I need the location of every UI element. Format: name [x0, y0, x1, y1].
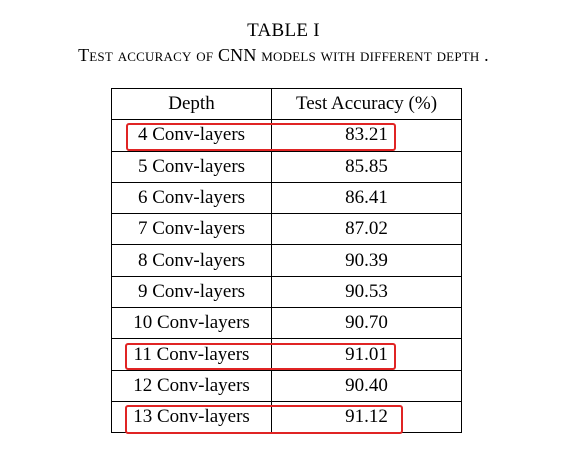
accuracy-cell: 90.53 — [271, 275, 462, 309]
accuracy-cell: 87.02 — [271, 213, 462, 246]
accuracy-cell: 91.12 — [271, 400, 462, 434]
table-row: 11 Conv-layers 91.01 — [111, 338, 462, 371]
accuracy-table: Depth Test Accuracy (%) 4 Conv-layers 83… — [111, 87, 462, 434]
accuracy-cell: 90.39 — [271, 244, 462, 277]
accuracy-cell: 85.85 — [271, 150, 462, 183]
depth-cell: 4 Conv-layers — [111, 119, 272, 152]
table-row: 12 Conv-layers 90.40 — [111, 369, 462, 402]
table-row: 7 Conv-layers 87.02 — [111, 213, 462, 246]
table-caption: Test accuracy of CNN models with differe… — [78, 45, 489, 65]
table-row: 6 Conv-layers 86.41 — [111, 181, 462, 215]
depth-cell: 5 Conv-layers — [111, 150, 272, 183]
table-row: 5 Conv-layers 85.85 — [111, 150, 462, 183]
table-label: TABLE I — [247, 20, 320, 41]
table-row: 13 Conv-layers 91.12 — [111, 400, 462, 434]
table-row: 9 Conv-layers 90.53 — [111, 275, 462, 309]
depth-cell: 10 Conv-layers — [111, 307, 272, 340]
accuracy-cell: 86.41 — [271, 181, 462, 215]
depth-cell: 7 Conv-layers — [111, 213, 272, 246]
table-row: 4 Conv-layers 83.21 — [111, 119, 462, 152]
header-depth: Depth — [111, 87, 272, 121]
header-test-accuracy: Test Accuracy (%) — [271, 87, 462, 121]
table-header-row: Depth Test Accuracy (%) — [111, 87, 462, 121]
depth-cell: 13 Conv-layers — [111, 400, 272, 434]
depth-cell: 8 Conv-layers — [111, 244, 272, 277]
accuracy-cell: 90.40 — [271, 369, 462, 402]
depth-cell: 11 Conv-layers — [111, 338, 272, 371]
accuracy-cell: 83.21 — [271, 119, 462, 152]
depth-cell: 9 Conv-layers — [111, 275, 272, 309]
table-row: 8 Conv-layers 90.39 — [111, 244, 462, 277]
accuracy-cell: 90.70 — [271, 307, 462, 340]
accuracy-cell: 91.01 — [271, 338, 462, 371]
depth-cell: 6 Conv-layers — [111, 181, 272, 215]
depth-cell: 12 Conv-layers — [111, 369, 272, 402]
table-row: 10 Conv-layers 90.70 — [111, 307, 462, 340]
